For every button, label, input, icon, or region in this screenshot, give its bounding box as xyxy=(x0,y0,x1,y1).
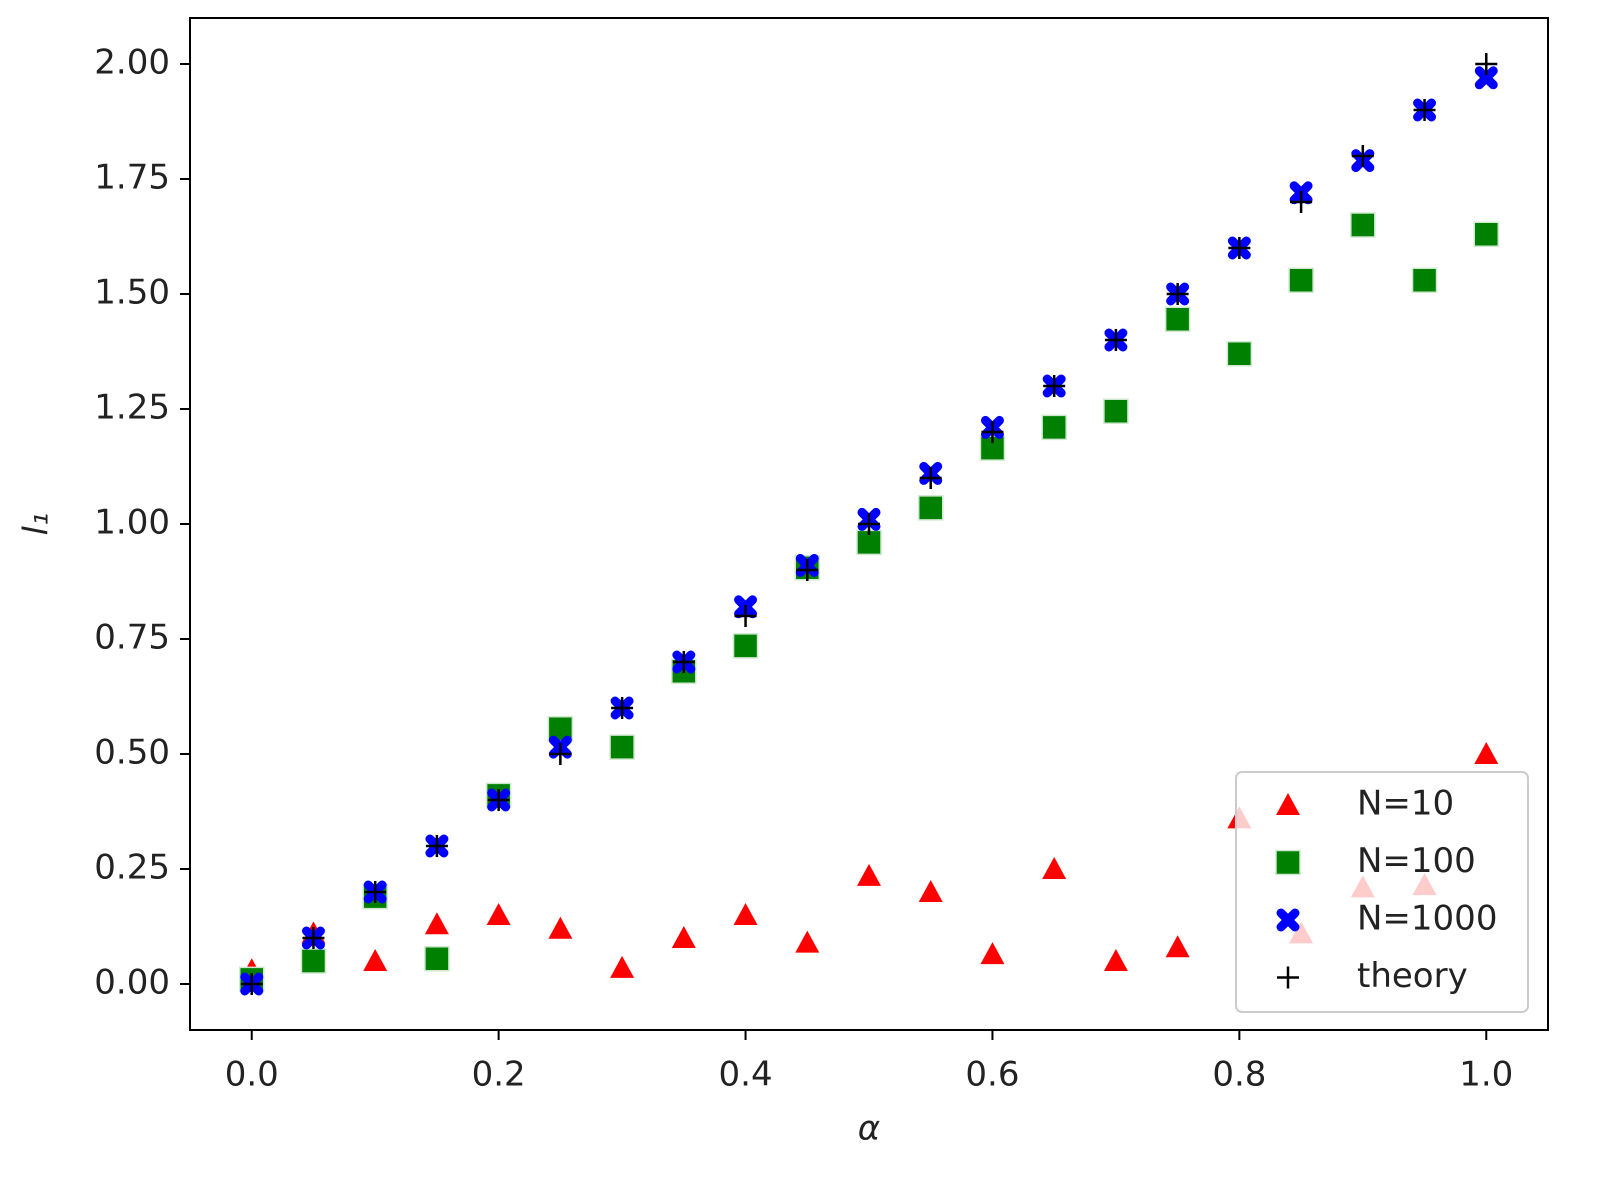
point xyxy=(1473,221,1500,247)
point xyxy=(1041,414,1067,441)
point xyxy=(1475,53,1498,75)
point xyxy=(549,743,572,765)
x-tick-label: 1.0 xyxy=(1459,1055,1513,1095)
point xyxy=(858,513,880,535)
point xyxy=(364,881,387,903)
point xyxy=(302,927,325,949)
legend-box xyxy=(1235,771,1529,1013)
point xyxy=(240,973,263,995)
legend-label: N=1000 xyxy=(1357,899,1497,939)
point xyxy=(547,715,574,742)
point xyxy=(919,467,942,489)
point xyxy=(609,734,635,760)
y-tick-label: 0.75 xyxy=(94,618,170,658)
point xyxy=(917,495,944,521)
point xyxy=(1165,935,1190,958)
point xyxy=(981,421,1004,443)
y-axis-label: l₁ xyxy=(17,512,57,535)
point xyxy=(980,942,1005,965)
x-tick-label: 0.0 xyxy=(225,1055,279,1095)
point xyxy=(672,651,695,673)
point xyxy=(1228,237,1251,259)
x-axis-label: α xyxy=(858,1109,880,1149)
x-tick-label: 0.2 xyxy=(472,1055,526,1095)
point xyxy=(1288,267,1314,293)
point xyxy=(1164,306,1191,333)
legend-label: theory xyxy=(1357,956,1468,996)
y-tick-label: 1.50 xyxy=(94,273,170,313)
point xyxy=(1226,341,1253,367)
point xyxy=(363,949,388,971)
point xyxy=(671,926,696,948)
y-tick-label: 0.50 xyxy=(94,733,170,773)
point xyxy=(856,529,882,556)
point xyxy=(734,605,757,627)
point xyxy=(1043,375,1066,397)
point xyxy=(796,559,819,581)
point xyxy=(1474,66,1498,90)
point xyxy=(487,789,510,811)
y-tick-label: 0.00 xyxy=(94,963,170,1003)
y-tick-label: 2.00 xyxy=(94,43,170,83)
legend-marker xyxy=(1277,966,1299,989)
point xyxy=(1413,99,1436,121)
point xyxy=(486,903,511,925)
point xyxy=(424,945,450,972)
y-tick-label: 1.75 xyxy=(94,158,170,198)
legend-marker xyxy=(1275,849,1301,876)
point xyxy=(610,955,635,978)
point xyxy=(1290,191,1313,213)
y-tick-label: 0.25 xyxy=(94,848,170,888)
point xyxy=(611,697,634,719)
legend-label: N=100 xyxy=(1357,841,1476,881)
x-tick-label: 0.4 xyxy=(719,1055,773,1095)
point xyxy=(1103,949,1128,971)
x-tick-label: 0.8 xyxy=(1212,1055,1266,1095)
point xyxy=(1104,329,1127,351)
legend-label: N=10 xyxy=(1357,784,1454,824)
point xyxy=(1042,857,1067,879)
point xyxy=(857,863,881,886)
point xyxy=(1103,398,1129,425)
point xyxy=(424,912,449,935)
point xyxy=(300,948,327,974)
point xyxy=(1411,267,1438,293)
x-tick-label: 0.6 xyxy=(965,1055,1019,1095)
point xyxy=(733,903,758,925)
point xyxy=(1166,283,1189,305)
point xyxy=(918,880,943,902)
point xyxy=(795,930,820,953)
y-tick-label: 1.00 xyxy=(94,503,170,543)
point xyxy=(1350,212,1376,238)
point xyxy=(732,633,759,659)
legend-marker xyxy=(1276,793,1300,815)
legend-marker xyxy=(1276,908,1300,932)
point xyxy=(548,916,573,939)
point xyxy=(1351,145,1374,167)
point xyxy=(1474,742,1499,764)
y-tick-label: 1.25 xyxy=(94,388,170,428)
point xyxy=(425,835,448,857)
